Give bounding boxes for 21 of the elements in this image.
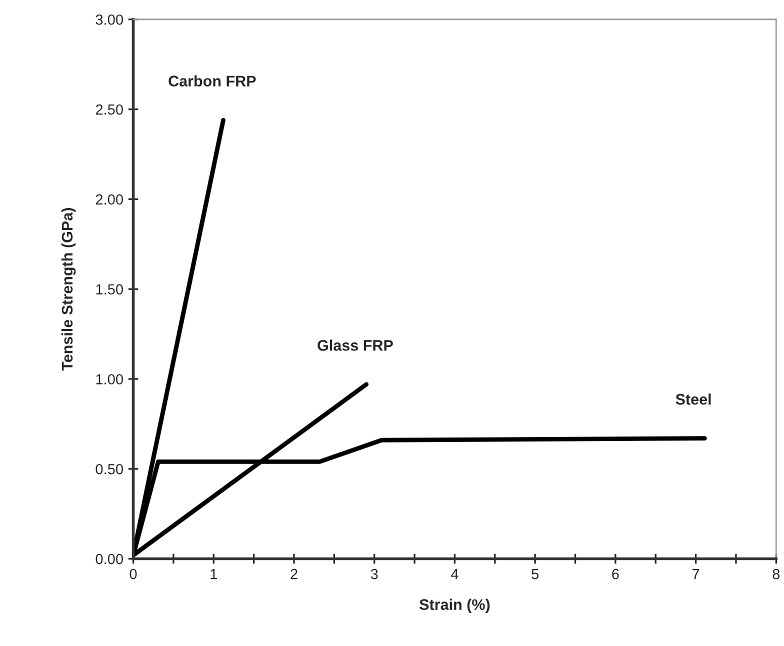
x-tick-label: 2 (290, 568, 298, 580)
y-tick-label: 1.50 (96, 284, 123, 295)
x-tick-label: 4 (451, 569, 458, 580)
text: Steel (676, 394, 711, 405)
x-tick-label: 7 (692, 569, 700, 580)
y-axis-title: Tensile Strength (GPa) (61, 208, 76, 371)
y-tick-label: 0.00 (96, 554, 123, 564)
x-tick-label: 3 (370, 568, 378, 580)
x-tick-label: 5 (532, 569, 539, 580)
text: Carbon FRP (168, 75, 256, 86)
x-tick-label: 6 (612, 568, 619, 580)
x-tick-label: 0 (130, 568, 137, 580)
y-tick-label: 2.00 (96, 194, 123, 205)
y-tick-label: 1.00 (96, 374, 123, 384)
y-tick-label: 0.50 (96, 464, 123, 474)
y-tick-label: 3.00 (96, 14, 123, 25)
y-tick-label: 2.50 (96, 104, 123, 115)
x-axis-title: Strain (%) (420, 598, 490, 614)
x-tick-label: 8 (772, 568, 780, 580)
x-tick-label: 1 (210, 569, 217, 580)
text: Glass FRP (318, 340, 393, 351)
